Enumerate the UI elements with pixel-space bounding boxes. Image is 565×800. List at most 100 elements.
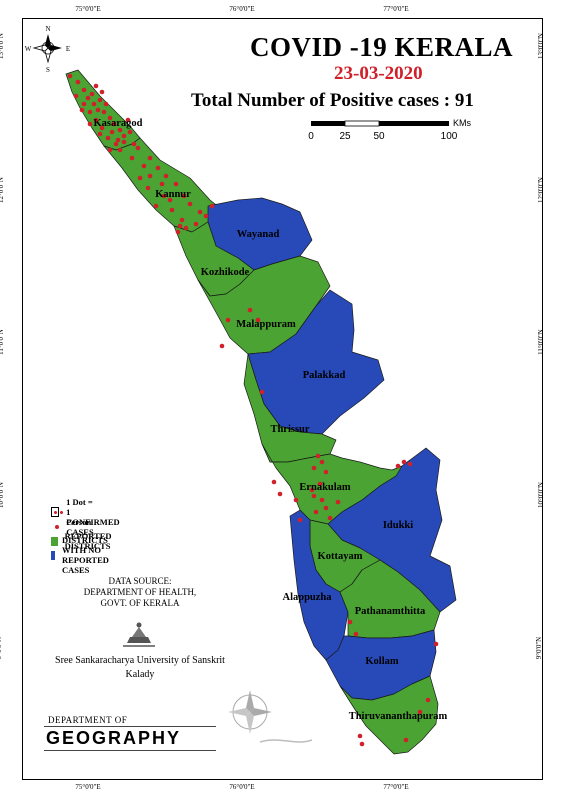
case-dot xyxy=(315,453,321,459)
case-dot xyxy=(225,317,231,323)
case-dot xyxy=(81,101,87,107)
case-dot xyxy=(73,93,79,99)
case-dot xyxy=(309,487,315,493)
case-dot xyxy=(97,131,103,137)
case-dot xyxy=(87,121,93,127)
no-reported-swatch xyxy=(51,550,55,560)
case-dot xyxy=(121,133,127,139)
case-dot xyxy=(161,193,167,199)
case-dot xyxy=(319,459,325,465)
case-dot xyxy=(85,95,91,101)
district-label-kannur: Kannur xyxy=(155,189,191,200)
case-dot xyxy=(417,709,423,715)
reported-swatch xyxy=(51,536,58,546)
district-label-thrissur: Thrissur xyxy=(270,424,309,435)
case-dot xyxy=(103,101,109,107)
case-dot xyxy=(317,481,323,487)
data-source: DATA SOURCE: DEPARTMENT OF HEALTH, GOVT.… xyxy=(40,576,240,609)
case-dot xyxy=(179,217,185,223)
case-dot xyxy=(209,203,215,209)
case-dot xyxy=(129,155,135,161)
case-dot xyxy=(271,479,277,485)
legend-no-reported-label: DISTRICTS WITH NO REPORTED CASES xyxy=(61,535,109,575)
district-malappuram xyxy=(197,255,331,355)
legend-confirmed: CONFIRMED CASES xyxy=(51,517,123,537)
case-dot xyxy=(407,461,413,467)
case-dot xyxy=(117,147,123,153)
case-dot xyxy=(67,73,73,79)
case-dot xyxy=(99,89,105,95)
district-label-idukki: Idukki xyxy=(383,520,413,531)
case-dot xyxy=(93,117,99,123)
case-dot xyxy=(173,181,179,187)
district-thiruvananthapuram xyxy=(339,675,439,755)
case-dot xyxy=(159,181,165,187)
case-dot xyxy=(323,469,329,475)
case-dot xyxy=(115,137,121,143)
case-dot xyxy=(247,307,253,313)
case-dot xyxy=(97,97,103,103)
case-dot xyxy=(167,197,173,203)
case-dot xyxy=(297,517,303,523)
case-dot xyxy=(203,213,209,219)
district-label-thiruvananthapuram: Thiruvananthapuram xyxy=(349,711,448,722)
lon-label-top-75: 75°0'0"E xyxy=(75,5,101,13)
district-label-malappuram: Malappuram xyxy=(236,319,296,330)
case-dot xyxy=(153,203,159,209)
case-dot xyxy=(101,109,107,115)
map-title: COVID -19 KERALA xyxy=(250,32,514,62)
case-dot xyxy=(95,107,101,113)
university-credit: Sree Sankaracharya University of Sanskri… xyxy=(30,654,250,682)
case-dot xyxy=(169,207,175,213)
total-cases: Total Number of Positive cases : 91 xyxy=(191,90,474,111)
district-label-kollam: Kollam xyxy=(365,656,399,667)
case-dot xyxy=(187,201,193,207)
case-dot xyxy=(323,505,329,511)
case-dot xyxy=(99,125,105,131)
case-dot xyxy=(131,141,137,147)
case-dot xyxy=(433,641,439,647)
confirmed-dot-icon xyxy=(51,523,59,532)
legend-no-reported: DISTRICTS WITH NO REPORTED CASES xyxy=(51,535,117,575)
case-dot xyxy=(181,193,187,199)
case-dot xyxy=(113,141,119,147)
case-dot xyxy=(145,185,151,191)
case-dot xyxy=(353,631,359,637)
department-logo: DEPARTMENT OF GEOGRAPHY xyxy=(44,715,216,753)
district-label-palakkad: Palakkad xyxy=(303,370,346,381)
map-date: 23-03-2020 xyxy=(334,63,423,84)
case-dot xyxy=(89,91,95,97)
dept-main-label: GEOGRAPHY xyxy=(46,728,182,748)
district-label-kasaragod: Kasaragod xyxy=(93,118,142,129)
case-dot xyxy=(163,173,169,179)
case-dot xyxy=(401,459,407,465)
lon-label-bottom-77: 77°0'0"E xyxy=(383,783,409,791)
case-dot xyxy=(87,109,93,115)
scale-tick-50: 50 xyxy=(373,131,385,142)
map-frame xyxy=(22,18,543,780)
legend-reported-label: REPORTED DISTRICTS xyxy=(64,531,112,551)
case-dot xyxy=(81,87,87,93)
case-dot xyxy=(395,463,401,469)
case-dot xyxy=(105,135,111,141)
district-label-ernakulam: Ernakulam xyxy=(299,482,351,493)
case-dot xyxy=(93,83,99,89)
lon-label-bottom-76: 76°0'0"E xyxy=(229,783,255,791)
case-dot xyxy=(147,155,153,161)
case-dot xyxy=(79,107,85,113)
lon-label-top-76: 76°0'0"E xyxy=(229,5,255,13)
case-dot xyxy=(127,129,133,135)
district-label-kozhikode: Kozhikode xyxy=(201,267,250,278)
district-label-pathanamthitta: Pathanamthitta xyxy=(355,606,426,617)
case-dot xyxy=(193,221,199,227)
scale-tick-25: 25 xyxy=(339,131,351,142)
case-dot xyxy=(359,741,365,747)
case-dot xyxy=(335,499,341,505)
case-dot xyxy=(137,175,143,181)
case-dot xyxy=(357,733,363,739)
district-alappuzha xyxy=(289,509,349,661)
case-dot xyxy=(177,223,183,229)
case-dot xyxy=(117,127,123,133)
district-label-kottayam: Kottayam xyxy=(318,551,363,562)
